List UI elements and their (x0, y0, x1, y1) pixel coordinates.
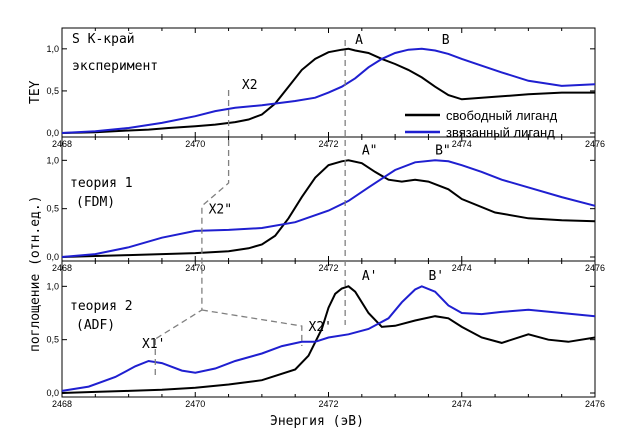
y-tick-label: 0,0 (46, 128, 59, 138)
x-tick-label: 2472 (318, 139, 338, 149)
peak-label: B" (435, 144, 451, 159)
series-line-bound (61, 47, 596, 134)
y-tick-label: 0,5 (46, 204, 59, 214)
panel-subtitle: (FDM) (76, 195, 115, 210)
ylabel-main: поглощение (отн.ед.) (28, 195, 43, 352)
panel-title: S K-край (72, 32, 135, 47)
x-feature-connector (154, 90, 230, 340)
peak-label: B (442, 33, 450, 48)
y-tick-label: 0,5 (46, 86, 59, 96)
ylabel-top: TEY (28, 80, 43, 104)
panel-subtitle: эксперимент (72, 59, 158, 74)
x-tick-label: 2470 (185, 139, 205, 149)
legend: свободный лиганд звязанный лиганд (405, 108, 558, 140)
y-tick-label: 0,0 (46, 252, 59, 262)
x-axis-label: Энергия (эВ) (270, 414, 364, 429)
series-line-free (61, 159, 596, 258)
peak-label: X2" (209, 203, 232, 218)
x-tick-label: 2476 (585, 399, 605, 409)
panel-frame (61, 136, 596, 262)
legend-label-free: свободный лиганд (446, 108, 558, 123)
panel-3: 2468 2470 2472 2474 2476 0,0 0,5 1,0 теория 2 (AD… (46, 260, 605, 409)
y-tick-label: 0,5 (46, 335, 59, 345)
series-line-bound (61, 159, 596, 258)
x-tick-label: 2468 (52, 399, 72, 409)
x-tick-label: 2474 (452, 263, 472, 273)
legend-label-bound: звязанный лиганд (446, 125, 555, 140)
panel-title: теория 1 (70, 176, 133, 191)
y-tick-label: 1,0 (46, 44, 59, 54)
x-tick-label: 2474 (452, 139, 472, 149)
panel-subtitle: (ADF) (76, 318, 115, 333)
y-tick-label: 1,0 (46, 155, 59, 165)
peak-label: A" (362, 144, 378, 159)
y-tick-label: 0,0 (46, 388, 59, 398)
peak-label: A (355, 33, 363, 48)
peak-label: B' (428, 269, 444, 284)
peak-label: X1' (142, 337, 165, 352)
dashed-connectors (154, 40, 346, 378)
series-line-free (61, 47, 595, 134)
peak-label: X2 (242, 78, 258, 93)
series-line-free (61, 285, 596, 394)
x-tick-label: 2472 (318, 263, 338, 273)
x-tick-label: 2470 (185, 263, 205, 273)
x-tick-label: 2472 (318, 399, 338, 409)
peak-label: X2' (309, 320, 332, 335)
x-tick-label: 2474 (452, 399, 472, 409)
panel-title: теория 2 (70, 299, 133, 314)
plot-panels: 2468 2470 2472 2474 2476 0,0 0,5 1,0 S K-край экс… (46, 27, 605, 409)
x2-connector (201, 309, 303, 346)
series-line-bound (61, 285, 596, 392)
y-tick-label: 1,0 (46, 281, 59, 291)
peak-label: A' (362, 269, 378, 284)
x-tick-label: 2470 (185, 399, 205, 409)
